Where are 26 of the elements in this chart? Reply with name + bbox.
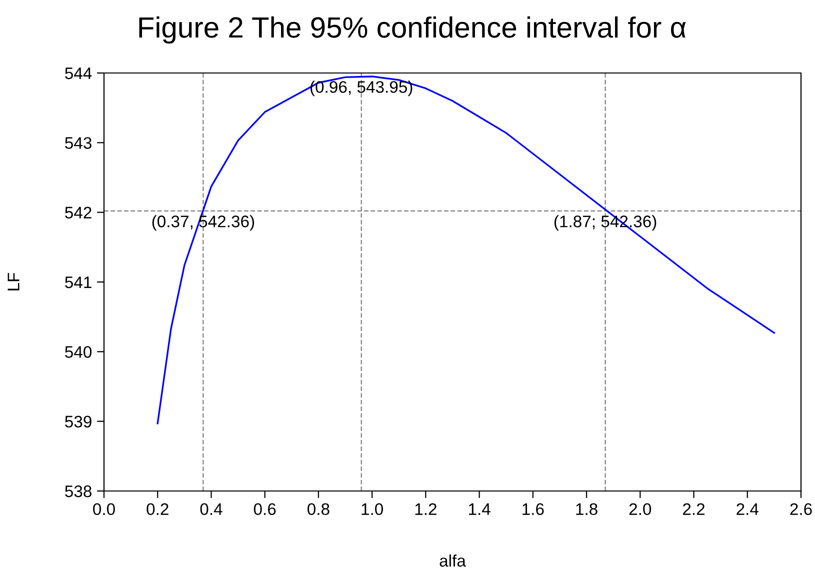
y-tick-label: 539	[65, 416, 92, 428]
y-tick-label: 544	[65, 68, 92, 80]
x-tick-label: 1.2	[415, 503, 436, 515]
y-tick-label: 541	[65, 276, 92, 288]
y-axis-title: LF	[8, 272, 20, 290]
x-tick-label: 1.4	[468, 503, 490, 515]
y-tick-label: 538	[65, 485, 92, 498]
x-tick-label: 0.8	[308, 503, 330, 516]
annotation: (0.96, 543.95)	[310, 80, 412, 96]
chart-title: Figure 2 The 95% confidence interval for α	[139, 16, 686, 44]
x-tick-label: 0.0	[93, 503, 115, 516]
x-tick-label: 0.6	[254, 503, 276, 516]
x-axis-title: alfa	[440, 554, 466, 567]
y-tick-label: 543	[65, 137, 92, 149]
x-tick-label: 1.6	[522, 503, 544, 516]
x-tick-label: 1.8	[576, 503, 598, 516]
annotation: (0.37, 542.36)	[152, 215, 254, 231]
y-tick-label: 540	[65, 346, 92, 358]
x-tick-label: 2.0	[629, 503, 652, 516]
x-tick-label: 2.2	[683, 503, 705, 515]
x-tick-label: 1.0	[362, 503, 384, 516]
x-tick-label: 2.6	[790, 503, 812, 516]
x-tick-label: 0.4	[200, 503, 222, 516]
x-tick-label: 2.4	[736, 503, 758, 515]
x-tick-label: 0.2	[146, 503, 168, 516]
y-tick-label: 542	[65, 206, 92, 219]
